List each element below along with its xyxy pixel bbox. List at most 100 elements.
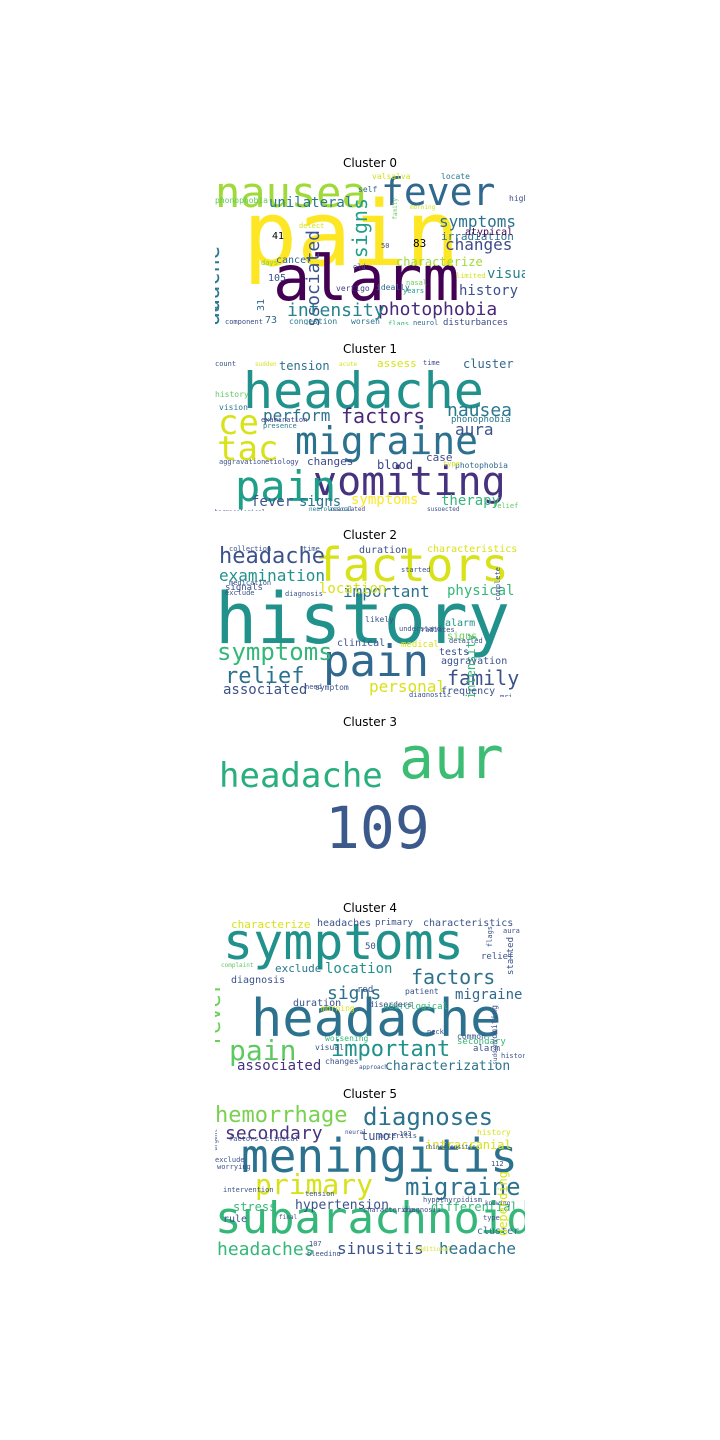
cloud-word: rhinosinusitis — [425, 1144, 476, 1151]
cloud-word: characteristics — [423, 918, 514, 929]
cloud-word: family — [447, 666, 520, 690]
cloud-word: etiology — [265, 458, 299, 466]
cloud-word: alarm — [273, 242, 460, 315]
cloud-word: vertigo — [336, 284, 370, 293]
cloud-word: component — [225, 318, 263, 326]
cloud-word: neurological — [383, 1002, 449, 1012]
cloud-word: pain — [243, 182, 460, 287]
cloud-word: disturbances — [443, 318, 509, 326]
cloud-word: aur — [399, 729, 504, 792]
cloud-word: count — [215, 360, 237, 368]
cloud-word: phonophobia — [451, 415, 511, 425]
cloud-word: duration — [359, 545, 408, 556]
cloud-word: type — [483, 1214, 500, 1222]
word-cloud: meningitis subarachnoid hemorrhage diagnose… — [215, 1101, 525, 1257]
cloud-word: perform — [263, 406, 331, 425]
cloud-word: signs — [327, 983, 382, 1004]
cloud-word: ideally — [376, 283, 410, 292]
cloud-word: vomiting — [490, 1005, 499, 1044]
cloud-word: sinusitis — [337, 1239, 424, 1257]
cloud-word: characterize — [396, 255, 483, 269]
cloud-word: sudden — [492, 1043, 499, 1065]
cloud-word: aggravation — [219, 458, 266, 466]
cloud-word: headaches — [217, 1239, 315, 1257]
cloud-word: 50 — [365, 942, 376, 952]
cloud-word: alarm — [445, 618, 476, 629]
cloud-word: 107 — [309, 1240, 322, 1248]
cloud-word: location — [325, 961, 393, 977]
cloud-word: hypothyroidism — [423, 1196, 483, 1204]
panel-title: Cluster 2 — [342, 528, 398, 542]
cloud-word: 76 — [215, 306, 222, 319]
cloud-word: headache — [219, 544, 325, 569]
cloud-word: exclude — [275, 962, 322, 975]
cloud-word: fever — [381, 170, 496, 214]
cloud-word: 83 — [413, 237, 427, 250]
cloud-word: family — [392, 198, 399, 220]
cloud-word: aggravation — [441, 656, 508, 667]
cloud-word: primary — [375, 918, 413, 928]
cloud-word: 50 — [381, 242, 390, 250]
cloud-word: 41 — [272, 231, 285, 242]
cloud-word: characteristics — [427, 544, 518, 555]
cloud-word: patient — [405, 987, 439, 996]
cloud-word: intensity — [287, 300, 385, 321]
cloud-word: neural — [345, 1129, 367, 1136]
cloud-word: pain — [235, 462, 337, 511]
cloud-word: therapy — [441, 493, 501, 509]
cloud-word: characterization — [385, 1059, 511, 1070]
cloud-word: fever — [215, 981, 226, 1048]
cloud-word: relief — [493, 502, 519, 510]
cloud-word: diagnosis — [403, 1206, 441, 1214]
cloud-word: diagnoses — [363, 1103, 494, 1131]
cloud-word: associated — [237, 1058, 322, 1070]
cloud-word: tension — [279, 359, 330, 373]
cloud-word: diagnosis — [231, 975, 286, 986]
cloud-word: cancer — [276, 255, 313, 266]
word-cloud: painalarmnauseafevervomitingheadacheasso… — [215, 170, 525, 326]
cloud-word: relief — [481, 952, 514, 962]
cloud-word: tests — [439, 647, 470, 658]
cloud-word: neurol — [413, 319, 439, 326]
cloud-word: neck — [427, 1028, 444, 1036]
cloud-word: stress — [233, 1200, 277, 1214]
cloud-word: assess — [377, 357, 417, 370]
cloud-word: hypertension — [295, 1198, 389, 1213]
cloud-word: approach — [359, 1064, 388, 1071]
cloud-word: headache — [243, 362, 484, 420]
cloud-word: 73 — [265, 315, 278, 326]
cloud-word: radiates — [421, 626, 455, 634]
cloud-word: started — [506, 937, 516, 975]
word-cloud: aur headache 109 — [215, 729, 525, 884]
cloud-word: congestion — [289, 317, 338, 326]
cloud-word: nausea — [215, 170, 367, 217]
cloud-word: diagnosis — [285, 590, 323, 598]
cloud-word: 103 — [399, 1130, 412, 1138]
cloud-word: old — [353, 263, 366, 271]
cloud-word: secondary — [225, 1123, 323, 1144]
cloud-word: factors — [341, 404, 426, 428]
cloud-word: factors — [229, 1135, 259, 1143]
cloud-word: unilateral — [269, 195, 354, 211]
cloud-word: 112 — [491, 1160, 504, 1168]
cloud-word: neurological — [309, 506, 353, 512]
cloud-word: 31 — [256, 299, 267, 312]
cloud-word: relief — [225, 664, 305, 689]
cloud-word: phonophobia — [215, 196, 268, 205]
cloud-word: bleeding — [307, 1250, 341, 1257]
cloud-word: history — [459, 283, 519, 299]
cloud-word: 109 — [325, 794, 430, 862]
cloud-word: visual — [315, 1043, 344, 1052]
cloud-word: limited — [456, 272, 486, 280]
cloud-word: urgent — [215, 1129, 219, 1151]
cloud-word: tac — [217, 429, 279, 469]
cloud-word: pharmacological — [215, 510, 265, 512]
cloud-word: headache — [251, 989, 502, 1049]
panel-title: Cluster 5 — [342, 1087, 398, 1101]
cloud-word: arteritis — [379, 1132, 417, 1140]
cloud-word: time — [423, 359, 440, 367]
cloud-word: exclude — [225, 589, 255, 597]
cloud-word: exclude — [215, 1156, 245, 1164]
cloud-word: nausea — [447, 400, 513, 421]
cloud-word: knowing — [485, 1200, 511, 1207]
